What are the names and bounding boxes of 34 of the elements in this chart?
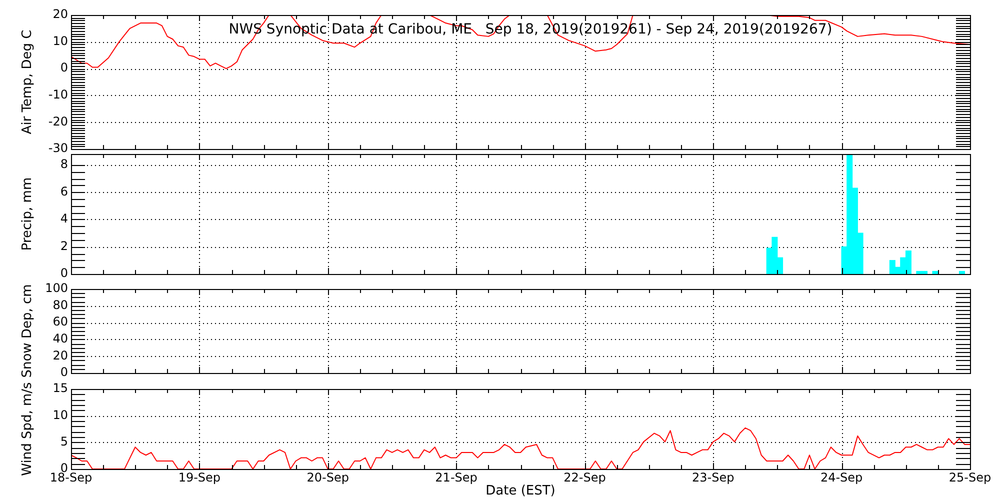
y-tick-label: 2 — [60, 238, 68, 253]
y-tick-label: 10 — [52, 34, 68, 48]
y-tick-label: 20 — [52, 348, 68, 362]
y-tick-label: 60 — [52, 314, 68, 329]
bar — [932, 270, 938, 274]
x-tick-label: 22-Sep — [564, 470, 606, 484]
y-tick-label: -20 — [48, 114, 68, 128]
x-tick-label: 21-Sep — [435, 470, 478, 484]
y-axis-title: Air Temp, Deg C — [20, 30, 36, 134]
x-tick-label: 23-Sep — [692, 470, 734, 484]
y-tick-label: 0 — [60, 266, 68, 280]
y-tick-label: 10 — [52, 408, 68, 422]
y-tick-label: 80 — [52, 298, 68, 312]
x-tick-label: 25-Sep — [948, 470, 992, 484]
y-axis-title: Snow Dep, cm — [20, 284, 36, 378]
y-tick-label: 6 — [60, 184, 68, 198]
y-tick-label: 4 — [60, 212, 68, 226]
y-tick-label: 8 — [60, 157, 68, 172]
y-tick-label: -30 — [48, 141, 68, 156]
x-tick-label: 20-Sep — [306, 470, 349, 484]
bar — [958, 270, 965, 274]
y-tick-label: 0 — [60, 365, 68, 380]
x-axis-title: Date (EST) — [486, 484, 556, 499]
y-axis-title: Wind Spd, m/s — [20, 382, 36, 476]
x-tick-label: 19-Sep — [178, 470, 221, 484]
y-tick-label: -10 — [48, 88, 68, 102]
y-axis-title: Precip, mm — [20, 177, 36, 251]
x-tick-label: 24-Sep — [820, 470, 863, 484]
y-tick-label: 15 — [52, 381, 68, 396]
y-tick-label: 20 — [52, 7, 68, 22]
y-tick-label: 0 — [60, 60, 68, 75]
y-tick-label: 5 — [60, 434, 68, 448]
y-tick-label: 40 — [52, 332, 68, 346]
y-tick-label: 100 — [45, 281, 68, 296]
